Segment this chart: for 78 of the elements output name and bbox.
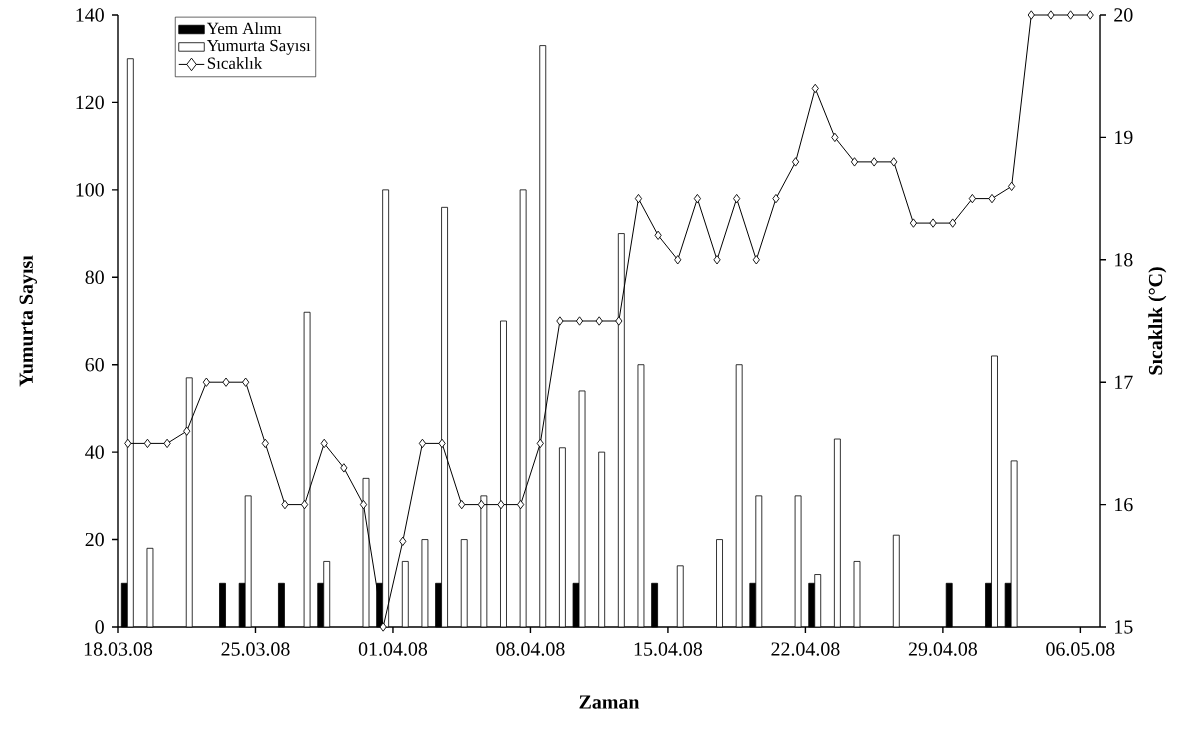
point bbox=[222, 377, 230, 387]
y-tick-label: 120 bbox=[76, 95, 104, 110]
x-tick-label: 22.04.08 bbox=[771, 642, 840, 656]
y2-tick-label: 18 bbox=[1115, 253, 1133, 267]
y2-tick-label: 17 bbox=[1115, 375, 1133, 389]
point bbox=[536, 438, 544, 449]
point bbox=[202, 377, 210, 387]
x-tick-label: 25.03.08 bbox=[221, 642, 290, 656]
point bbox=[929, 218, 937, 228]
point bbox=[634, 193, 643, 204]
y-tick-label: 140 bbox=[76, 8, 104, 22]
point bbox=[1086, 10, 1094, 20]
x-tick-label: 06.05.08 bbox=[1046, 642, 1115, 656]
point bbox=[988, 193, 996, 204]
point bbox=[1066, 10, 1075, 20]
point bbox=[674, 255, 682, 265]
y-tick-label: 80 bbox=[85, 270, 104, 284]
y-tick-label: 20 bbox=[85, 532, 104, 547]
point bbox=[379, 622, 387, 632]
point bbox=[968, 193, 976, 204]
legend-label: Sıcaklık bbox=[207, 57, 263, 69]
point bbox=[870, 157, 878, 167]
legend-label: Yumurta Sayısı bbox=[206, 39, 311, 55]
point bbox=[300, 499, 309, 510]
point bbox=[124, 438, 132, 449]
y2-tick-label: 15 bbox=[1115, 620, 1133, 634]
y-tick-label: 60 bbox=[85, 357, 104, 372]
point bbox=[242, 377, 250, 387]
point bbox=[438, 438, 446, 449]
point bbox=[399, 536, 407, 546]
point bbox=[517, 499, 525, 510]
point bbox=[458, 499, 466, 510]
point bbox=[183, 426, 191, 436]
point bbox=[595, 316, 603, 326]
x-tick-label: 08.04.08 bbox=[496, 642, 565, 656]
point bbox=[654, 230, 662, 240]
point bbox=[1047, 10, 1055, 20]
point bbox=[831, 132, 839, 143]
point bbox=[850, 157, 859, 167]
point bbox=[772, 193, 780, 204]
point bbox=[143, 438, 152, 449]
y-axis-title: Yumurta Sayısı bbox=[19, 255, 38, 387]
point bbox=[752, 255, 760, 265]
legend-label: Yem Alımı bbox=[206, 22, 282, 35]
y-tick-label: 40 bbox=[85, 445, 104, 459]
point bbox=[693, 193, 701, 204]
point bbox=[163, 438, 171, 449]
point bbox=[1027, 10, 1035, 20]
point bbox=[477, 499, 485, 510]
point bbox=[949, 218, 957, 228]
point bbox=[320, 438, 328, 449]
x-tick-label: 01.04.08 bbox=[358, 642, 428, 656]
point bbox=[811, 83, 819, 94]
point bbox=[1008, 181, 1016, 192]
point bbox=[733, 193, 741, 204]
y2-axis-title: Sıcaklık (°C) bbox=[1148, 267, 1167, 375]
point bbox=[281, 499, 289, 510]
point bbox=[261, 438, 269, 449]
y2-tick-label: 16 bbox=[1115, 497, 1133, 512]
point bbox=[615, 316, 623, 326]
y-tick-label: 0 bbox=[95, 620, 104, 634]
x-axis-title: Zaman bbox=[579, 695, 640, 709]
x-tick-label: 18.03.08 bbox=[84, 642, 153, 656]
point bbox=[359, 499, 368, 510]
y-tick-label: 100 bbox=[76, 183, 104, 197]
point bbox=[713, 255, 721, 265]
y2-tick-label: 20 bbox=[1114, 8, 1133, 22]
point bbox=[909, 218, 918, 228]
y2-tick-label: 19 bbox=[1115, 130, 1133, 145]
point bbox=[418, 438, 427, 449]
point bbox=[556, 316, 564, 326]
point bbox=[890, 157, 898, 167]
x-tick-label: 15.04.08 bbox=[634, 642, 703, 656]
point bbox=[791, 157, 800, 167]
point bbox=[575, 316, 584, 326]
point bbox=[340, 463, 348, 473]
x-tick-label: 29.04.08 bbox=[908, 642, 977, 656]
point bbox=[497, 499, 505, 510]
